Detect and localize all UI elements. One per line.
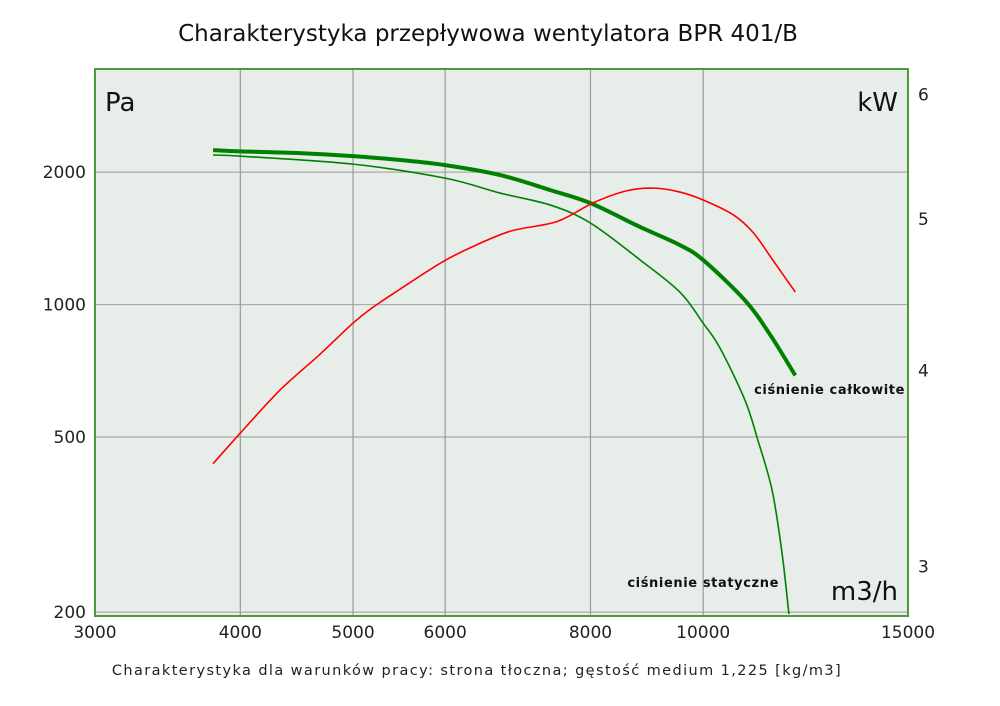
x-axis-label: m3/h <box>831 577 898 607</box>
series-label-total-pressure: ciśnienie całkowite <box>754 383 905 398</box>
plot-area: 3000 4000 5000 6000 8000 10000 15000 200 500 1000… <box>43 68 935 643</box>
x-tick-label: 10000 <box>676 623 730 643</box>
y-tick-label: 1000 <box>43 296 86 316</box>
chart-caption: Charakterystyka dla warunków pracy: stro… <box>112 663 842 679</box>
chart-title: Charakterystyka przepływowa wentylatora … <box>178 21 798 47</box>
y-tick-label: 200 <box>54 603 86 623</box>
series-label-static-pressure: ciśnienie statyczne <box>627 576 779 591</box>
x-tick-label: 3000 <box>73 623 116 643</box>
static-pressure-line <box>213 154 790 615</box>
x-tick-label: 4000 <box>219 623 262 643</box>
total-pressure-line <box>213 148 797 377</box>
y-tick-label: 500 <box>54 428 86 448</box>
y2-axis-label: kW <box>857 88 898 118</box>
x-tick-label: 8000 <box>569 623 612 643</box>
y2-tick-label: 3 <box>918 558 929 578</box>
y2-tick-label: 4 <box>918 362 929 382</box>
x-tick-label: 5000 <box>331 623 374 643</box>
x-tick-label: 6000 <box>424 623 467 643</box>
x-tick-label: 15000 <box>881 623 935 643</box>
y-tick-label: 2000 <box>43 163 86 183</box>
y2-tick-label: 5 <box>918 210 929 230</box>
y2-tick-label: 6 <box>918 86 929 106</box>
plot-background <box>95 69 908 616</box>
y-axis-label: Pa <box>105 88 135 118</box>
plot-frame <box>94 68 909 617</box>
power-line <box>212 187 796 465</box>
